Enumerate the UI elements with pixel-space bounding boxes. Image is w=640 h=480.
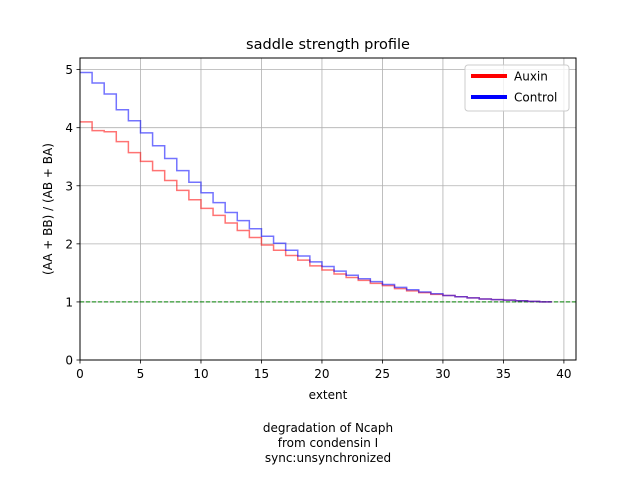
x-axis-label: extent (309, 388, 348, 402)
x-tick-label: 35 (496, 367, 511, 381)
legend-label-control: Control (514, 91, 557, 105)
y-tick-label: 5 (65, 63, 73, 77)
annotation-line-3: sync:unsynchronized (265, 451, 391, 465)
legend-label-auxin: Auxin (514, 70, 548, 84)
x-tick-label: 20 (314, 367, 329, 381)
x-tick-label: 10 (193, 367, 208, 381)
series-layer (80, 71, 552, 303)
annotation-line-2: from condensin I (278, 436, 378, 450)
legend: Auxin Control (464, 64, 570, 112)
x-tick-label: 40 (556, 367, 571, 381)
x-tick-label: 0 (76, 367, 84, 381)
x-axis-ticks: 0 5 10 15 20 25 30 35 40 (76, 360, 572, 381)
x-tick-label: 30 (435, 367, 450, 381)
y-tick-label: 0 (65, 354, 73, 368)
plot-frame (79, 57, 577, 361)
chart-title: saddle strength profile (246, 37, 410, 53)
y-tick-label: 1 (65, 295, 73, 309)
series-line-control (80, 71, 552, 303)
series-line-auxin (80, 121, 552, 303)
y-axis-label: (AA + BB) / (AB + BA) (41, 143, 55, 275)
y-tick-label: 2 (65, 237, 73, 251)
x-tick-label: 15 (254, 367, 269, 381)
x-tick-label: 25 (375, 367, 390, 381)
y-tick-label: 3 (65, 179, 73, 193)
y-tick-label: 4 (65, 121, 73, 135)
annotation-line-1: degradation of Ncaph (263, 421, 393, 435)
y-axis-ticks: 0 1 2 3 4 5 (65, 63, 80, 368)
x-tick-label: 5 (137, 367, 145, 381)
